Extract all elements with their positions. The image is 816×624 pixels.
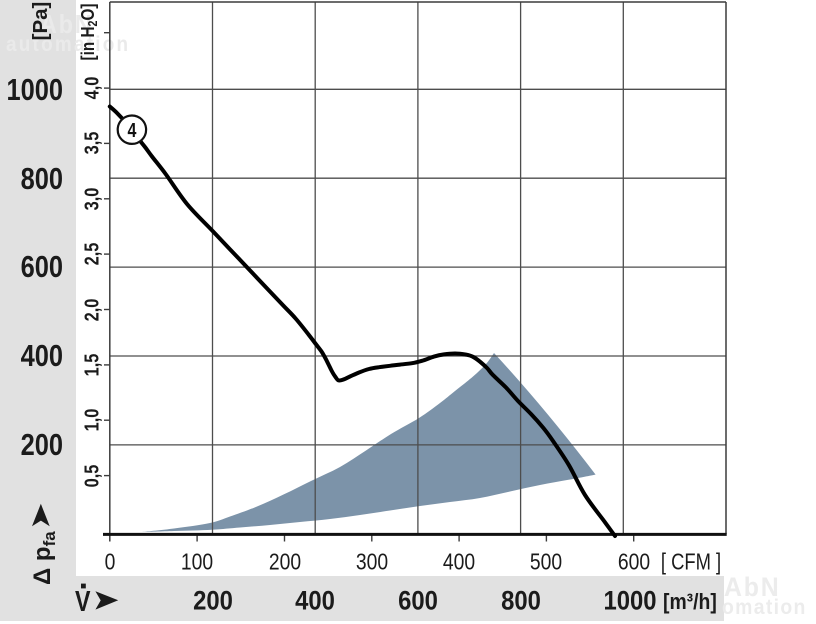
svg-text:4: 4 [127,119,136,141]
